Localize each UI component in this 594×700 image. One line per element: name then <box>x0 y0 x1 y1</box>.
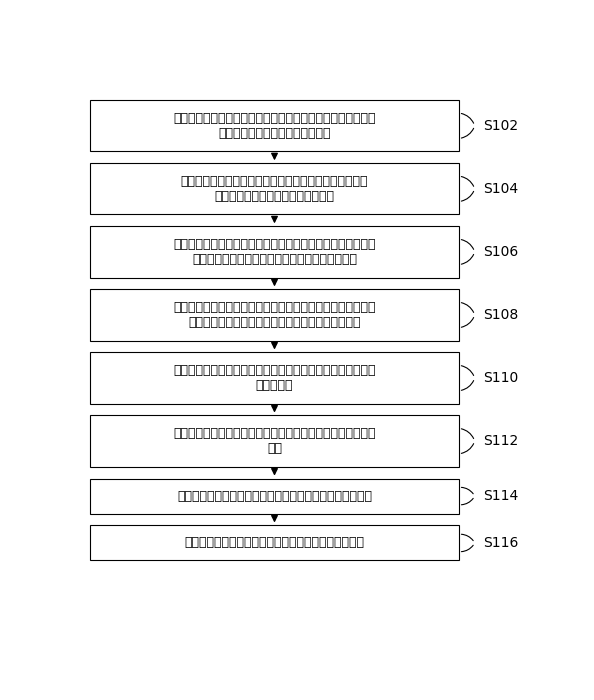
Text: S108: S108 <box>483 308 519 322</box>
FancyBboxPatch shape <box>90 416 459 467</box>
Text: S114: S114 <box>483 489 519 503</box>
Text: 同时将所述家装方案通过所述三维模型进行显示与模拟: 同时将所述家装方案通过所述三维模型进行显示与模拟 <box>185 536 365 550</box>
Text: 将不同属性集合的交互信息集合的语义联系表示为映射关系，
并将所述映射关系进行存储，生成用户行为信息序列: 将不同属性集合的交互信息集合的语义联系表示为映射关系， 并将所述映射关系进行存储… <box>173 301 376 329</box>
Text: S110: S110 <box>483 371 519 385</box>
Text: 提取所述交互信息集合的特征，预设属性取值范围，根据所述
特征及属性取值范围限定交互信息集合的属性集合: 提取所述交互信息集合的特征，预设属性取值范围，根据所述 特征及属性取值范围限定交… <box>173 238 376 266</box>
Text: S106: S106 <box>483 245 519 259</box>
FancyBboxPatch shape <box>90 289 459 341</box>
Text: 根据所述用户偏好模型为目标用户提供个性化家装方案推荐: 根据所述用户偏好模型为目标用户提供个性化家装方案推荐 <box>177 489 372 503</box>
FancyBboxPatch shape <box>90 163 459 214</box>
Text: 获取目标用户在家装网站上与项目的交互信息，将所述交
互信息进行聚类，生成交互信息集合: 获取目标用户在家装网站上与项目的交互信息，将所述交 互信息进行聚类，生成交互信息… <box>181 175 368 203</box>
Text: 对所述的用户行为信息时序序列进行挖掘分析并建立用户偏好
模型: 对所述的用户行为信息时序序列进行挖掘分析并建立用户偏好 模型 <box>173 427 376 455</box>
FancyBboxPatch shape <box>90 526 459 561</box>
FancyBboxPatch shape <box>90 352 459 404</box>
FancyBboxPatch shape <box>90 479 459 514</box>
Text: 在所述用户行为信息序列中结合时间变化因素生成用户行为信
息时序序列: 在所述用户行为信息序列中结合时间变化因素生成用户行为信 息时序序列 <box>173 364 376 392</box>
Text: S116: S116 <box>483 536 519 550</box>
Text: S102: S102 <box>483 119 518 133</box>
Text: S104: S104 <box>483 182 518 196</box>
FancyBboxPatch shape <box>90 226 459 277</box>
Text: S112: S112 <box>483 434 519 448</box>
FancyBboxPatch shape <box>90 100 459 151</box>
Text: 获取目标房屋的户型及面积信息，将所得信息进行预处理，通
过三维重建生成目标房屋三维模型: 获取目标房屋的户型及面积信息，将所得信息进行预处理，通 过三维重建生成目标房屋三… <box>173 112 376 140</box>
